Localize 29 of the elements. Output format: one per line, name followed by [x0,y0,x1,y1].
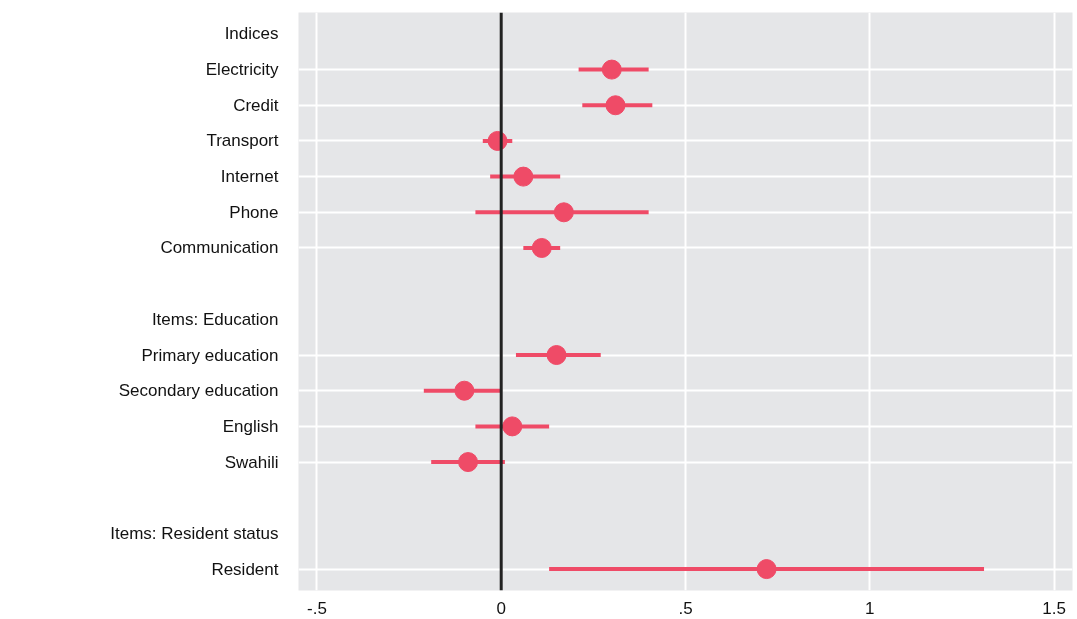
y-tick-label: Phone [229,202,279,222]
y-tick-label: Internet [220,167,279,187]
x-tick-label: 1 [865,598,875,618]
y-tick-label: English [222,416,279,436]
x-tick-label: -.5 [307,598,327,618]
point [531,238,552,258]
point [605,95,626,116]
point [458,452,479,473]
point [513,166,534,187]
y-tick-label: Indices [224,24,279,44]
point [502,416,523,437]
point [546,345,567,365]
y-tick-label: Communication [160,238,279,258]
y-tick-label: Resident [211,559,279,579]
y-tick-label: Electricity [205,60,279,80]
point [454,380,475,401]
y-tick-label: Secondary education [118,381,279,401]
y-tick-label: Items: Education [151,309,279,329]
point [756,559,777,580]
y-tick-label: Primary education [141,345,279,365]
point [553,202,574,223]
y-tick-label: Transport [206,131,279,151]
y-tick-label: Swahili [224,452,279,472]
x-tick-label: 1.5 [1042,598,1066,618]
y-tick-label: Credit [233,95,279,115]
point [601,59,622,80]
x-tick-label: .5 [678,598,693,618]
x-tick-label: 0 [496,598,506,618]
y-tick-label: Items: Resident status [110,523,279,543]
